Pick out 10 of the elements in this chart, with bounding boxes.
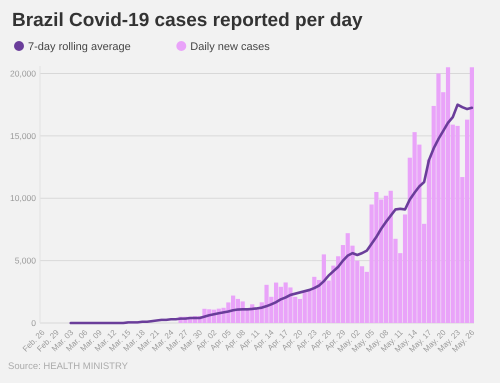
y-tick-label: 10,000 bbox=[10, 193, 36, 204]
y-tick-label: 0 bbox=[31, 318, 36, 328]
y-tick-label: 20,000 bbox=[10, 68, 36, 78]
legend-label: Daily new cases bbox=[190, 41, 270, 53]
source-note: Source: HEALTH MINISTRY bbox=[8, 361, 129, 372]
legend-label: 7-day rolling average bbox=[28, 41, 131, 53]
chart-title: Brazil Covid-19 cases reported per day bbox=[12, 10, 364, 31]
y-tick-label: 15,000 bbox=[10, 130, 36, 141]
line-series bbox=[69, 103, 474, 324]
y-tick-label: 5,000 bbox=[14, 256, 36, 266]
